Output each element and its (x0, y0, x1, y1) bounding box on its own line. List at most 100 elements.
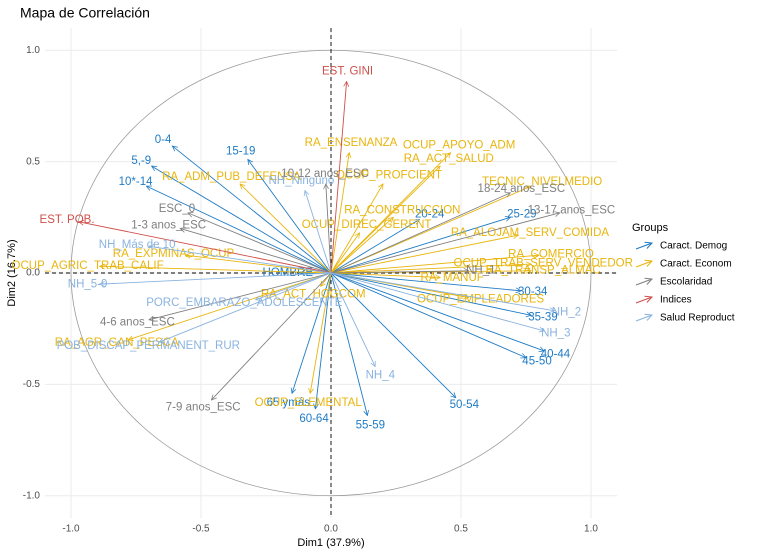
arrow-label: 50-54 (450, 399, 480, 411)
arrow (330, 272, 521, 291)
legend-label: Indices (660, 295, 692, 306)
arrow-label: 10*-14 (119, 176, 153, 188)
legend-label: Caract. Demog (660, 241, 727, 252)
arrow (185, 255, 332, 274)
arrow-label: 7-9 anos_ESC (166, 401, 241, 413)
arrow (180, 228, 332, 274)
arrow (330, 166, 440, 274)
arrow-label: RA_ACT_SALUD (404, 153, 494, 165)
y-tick-label: -1.0 (23, 490, 41, 501)
arrow-label: 13-17 anos_ESC (528, 204, 616, 216)
arrow-label: OCUP_AGRIC_TRAB_CALIF (12, 260, 164, 272)
x-tick-label: 0.5 (454, 524, 468, 535)
arrow-label: POB_DISCAP_PERMANENT_RUR (57, 340, 240, 352)
x-axis-label: Dim1 (37.9%) (297, 537, 364, 549)
arrow (330, 153, 349, 274)
arrow-label: RA_COMERCIO (508, 248, 594, 260)
arrow (159, 272, 332, 342)
y-tick-label: 0.5 (26, 156, 40, 167)
arrow (152, 166, 332, 274)
legend-key (635, 279, 652, 286)
arrow-label: RA_MANUF (421, 272, 484, 284)
arrow (315, 272, 332, 409)
arrow (330, 272, 367, 416)
arrow (330, 213, 560, 274)
arrow (330, 81, 347, 274)
arrow-label: 35-39 (528, 311, 557, 323)
arrow (330, 264, 531, 274)
arrow-label: RA_AGR_GAN_PESCA (55, 337, 179, 349)
arrow-label: RA_ENSENANZA (305, 137, 398, 149)
arrow (188, 213, 332, 274)
arrow-label: NH_3 (541, 328, 570, 340)
arrow (330, 272, 440, 277)
arrow (330, 271, 469, 273)
chart-title: Mapa de Correlación (20, 5, 150, 21)
arrow (330, 235, 518, 274)
arrow (248, 159, 332, 274)
x-tick-label: -0.5 (192, 524, 210, 535)
arrow (292, 272, 332, 393)
legend-label: Escolaridad (660, 277, 712, 288)
arrow (330, 193, 510, 274)
arrow (211, 272, 332, 400)
legend-label: Salud Reproduct (660, 313, 735, 324)
arrow-label: NH_5-9 (68, 279, 108, 291)
arrow-label: 45-50 (522, 356, 551, 368)
arrow-label: OCUP_APOYO_ADM (403, 140, 515, 152)
arrow (330, 255, 539, 274)
arrow-label: 5,-9 (131, 155, 151, 167)
y-tick-label: 0.0 (26, 268, 40, 279)
arrow (146, 186, 332, 274)
arrow-label: 30-34 (518, 286, 548, 298)
arrow (79, 222, 332, 274)
arrow (330, 220, 419, 274)
arrow (330, 272, 544, 351)
x-tick-label: 0.0 (324, 524, 338, 535)
legend-key (635, 261, 652, 268)
arrow (326, 184, 332, 274)
arrow (305, 191, 332, 274)
arrow-label: NH_2 (552, 307, 581, 319)
arrow-label: 60-64 (299, 413, 329, 425)
arrow-label: TECNIC_NIVELMEDIO (482, 176, 602, 188)
arrow-label: RA_ALOJAM_SERV_COMIDA (451, 227, 610, 239)
arrow-label: NH_Más de 10 (99, 239, 176, 251)
arrow-label: OCUP_PROFCIENT (336, 169, 442, 181)
x-tick-label: -1.0 (62, 524, 80, 535)
arrow (240, 184, 332, 274)
arrow-label: EST. POB. (40, 214, 95, 226)
arrow (330, 272, 555, 311)
arrow-label: HOMBRE (263, 267, 314, 279)
arrow (149, 246, 332, 274)
arrow-label: NH_1 (466, 265, 495, 277)
arrow-label: RA_CONSTRUCCION (344, 205, 460, 217)
arrow-label: 55-59 (356, 419, 385, 431)
y-tick-label: 1.0 (26, 45, 40, 56)
arrow (172, 146, 332, 274)
arrow-label: EST. GINI (322, 66, 373, 78)
arrow-label: NH_Ninguno (268, 175, 334, 187)
arrow (256, 272, 332, 300)
arrow-label: OCUP_EMPLEADORES (417, 293, 545, 305)
arrow-label: OCUP_DIREC_GERENT (302, 219, 432, 231)
arrow-label: RA_EXPMINAS_OCUP (113, 248, 235, 260)
arrow-label: OCUP_TRAB_SERV_VENDEDOR (454, 258, 633, 270)
arrow-label: 18-24 anos_ESC (478, 183, 566, 195)
legend-title: Groups (632, 222, 669, 234)
arrow-label: PORC_EMBARAZO_ADOLESCENTE (146, 297, 343, 309)
arrow (100, 272, 332, 284)
arrow-label: 10-12 anos_ESC (281, 168, 369, 180)
arrow (100, 266, 332, 274)
arrow (330, 217, 393, 274)
arrow-label: OCUP_ELEMENTAL (255, 397, 363, 409)
arrow-label: 4-6 anos_ESC (100, 316, 175, 328)
legend-key (635, 315, 652, 322)
arrow (330, 233, 360, 274)
arrow-label: 0-4 (155, 134, 172, 146)
arrow-label: ESC_0 (159, 203, 195, 215)
y-tick-label: -0.5 (23, 379, 41, 390)
arrow (310, 272, 332, 393)
arrow (128, 272, 332, 340)
